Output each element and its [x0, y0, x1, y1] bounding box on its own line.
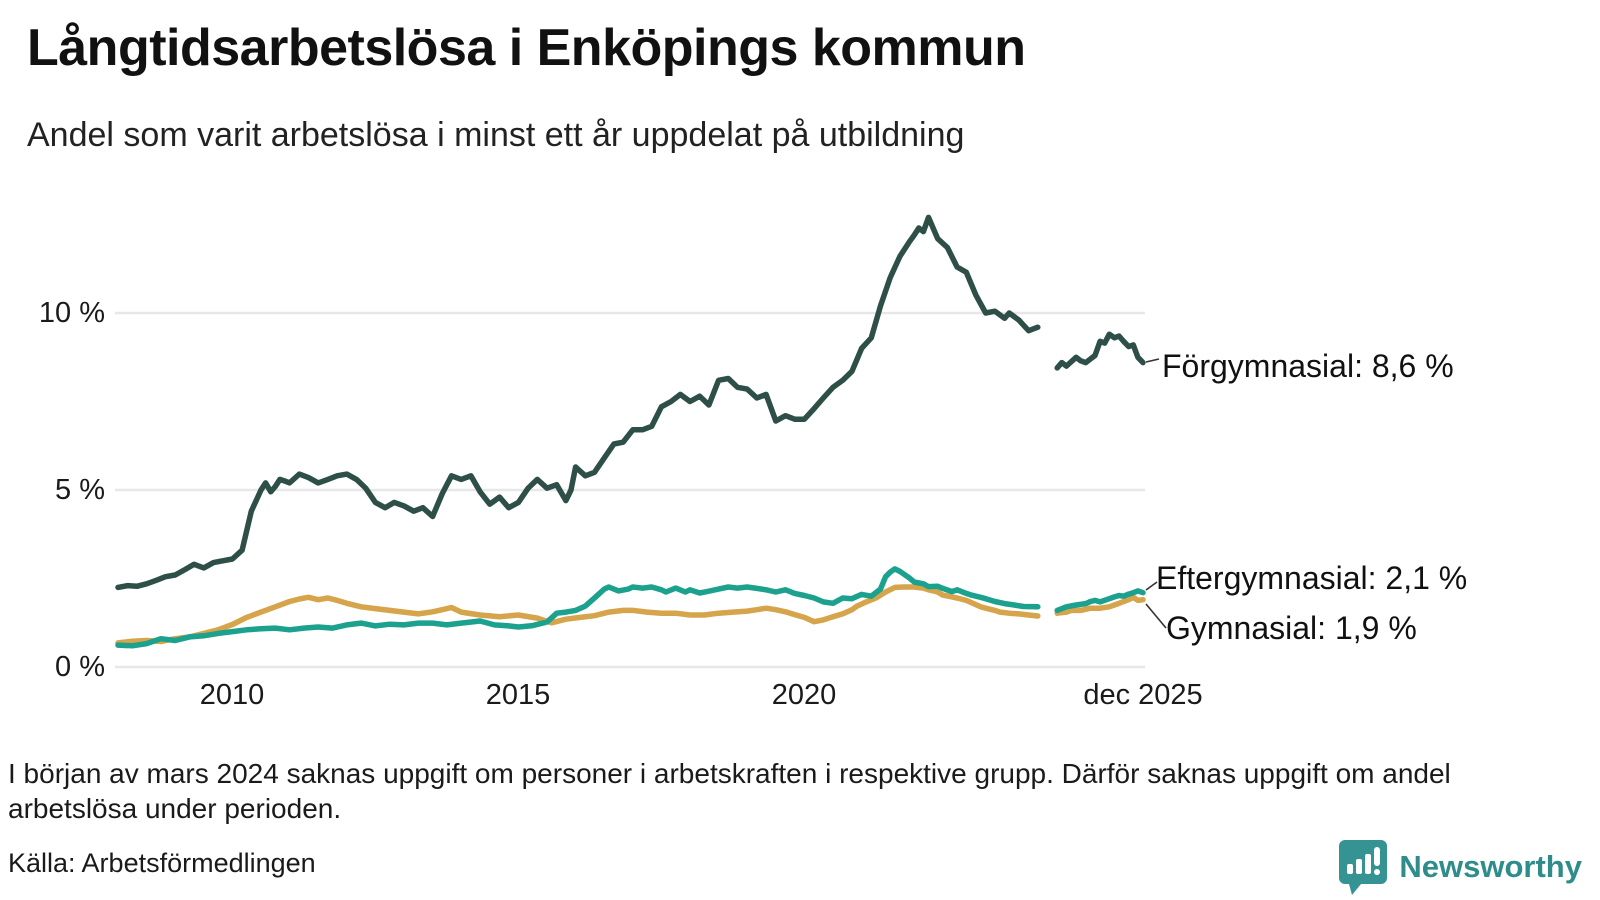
- connector-eftergymnasial: [1145, 581, 1158, 591]
- series-line-eftergymnasial-0: [115, 566, 1041, 649]
- series-line-forgymnasial-1: [1054, 331, 1146, 371]
- x-tick-2020: 2020: [771, 679, 837, 711]
- y-tick-5: 5 %: [55, 474, 105, 506]
- newsworthy-logo: Newsworthy: [1337, 838, 1582, 896]
- series-line-eftergymnasial-1: [1054, 588, 1146, 614]
- newsworthy-bubble-chart-icon: [1339, 840, 1388, 895]
- x-tick-2015: 2015: [485, 679, 551, 711]
- series-line-forgymnasial-0: [115, 214, 1041, 591]
- y-tick-0: 0 %: [55, 651, 105, 683]
- newsworthy-wordmark: Newsworthy: [1399, 849, 1582, 884]
- x-tick-2010: 2010: [199, 679, 265, 711]
- source-note: Källa: Arbetsförmedlingen: [8, 848, 316, 878]
- series-label-gymnasial: Gymnasial: 1,9 %: [1166, 610, 1417, 646]
- footnote: I början av mars 2024 saknas uppgift om …: [8, 758, 1451, 824]
- y-tick-10: 10 %: [38, 297, 105, 329]
- page-subtitle: Andel som varit arbetslösa i minst ett å…: [27, 116, 965, 154]
- connector-gymnasial: [1145, 603, 1167, 629]
- series-label-forgymnasial: Förgymnasial: 8,6 %: [1162, 348, 1454, 384]
- series-label-eftergymnasial: Eftergymnasial: 2,1 %: [1156, 560, 1468, 596]
- series-line-gymnasial-0: [115, 584, 1041, 646]
- connector-forgymnasial: [1145, 358, 1160, 363]
- page-title: Långtidsarbetslösa i Enköpings kommun: [27, 19, 1026, 77]
- x-tick-dec-2025: dec 2025: [1083, 679, 1203, 711]
- series-line-gymnasial-1: [1054, 594, 1146, 616]
